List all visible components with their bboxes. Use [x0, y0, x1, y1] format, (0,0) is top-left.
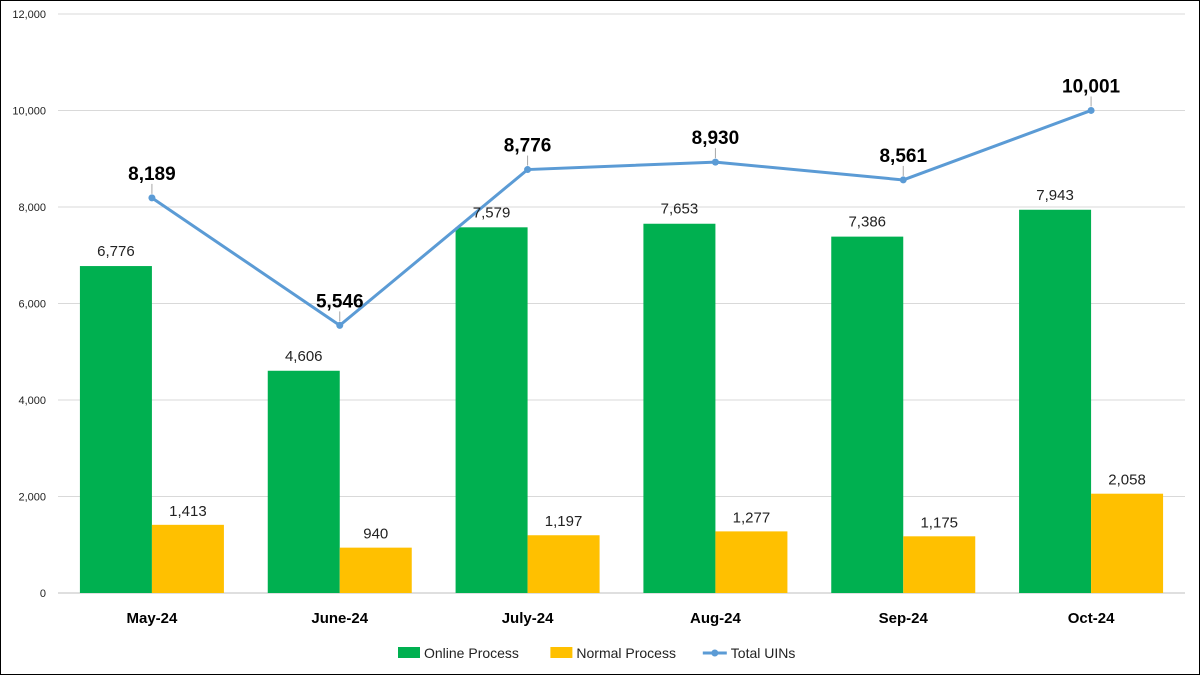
- y-axis: 0 2,000 4,000 6,000 8,000 10,000 12,000: [12, 9, 46, 600]
- bar-label-normal: 940: [363, 526, 388, 543]
- bar-label-online: 7,579: [473, 204, 511, 221]
- bar-label-online: 7,386: [848, 214, 886, 231]
- x-tick-label: Oct-24: [1068, 610, 1115, 627]
- bar-normal-process: [339, 547, 412, 593]
- y-tick-label: 4,000: [18, 395, 46, 407]
- data-labels: 6,776 1,413 4,606 940 7,579 1,197 7,653 1,277 7,…: [97, 76, 1146, 542]
- line-total-uins: [151, 109, 1092, 328]
- total-label: 8,930: [692, 128, 740, 149]
- bar-label-online: 6,776: [97, 243, 135, 260]
- legend-marker: [711, 649, 719, 657]
- y-tick-label: 6,000: [18, 299, 46, 311]
- bar-online-process: [455, 227, 528, 594]
- bar-normal-process: [1091, 493, 1164, 593]
- point-total-uins: [899, 176, 907, 184]
- bar-online-process: [79, 266, 152, 593]
- bar-online-process: [643, 223, 716, 594]
- bar-label-online: 7,653: [661, 201, 699, 218]
- bar-normal-process: [151, 524, 224, 593]
- point-total-uins: [1087, 106, 1095, 114]
- total-label: 5,546: [316, 291, 364, 312]
- point-total-uins: [148, 194, 156, 202]
- bar-label-normal: 1,175: [920, 514, 958, 531]
- legend-label: Online Process: [424, 645, 519, 661]
- x-tick-label: Sep-24: [879, 610, 929, 627]
- y-tick-label: 10,000: [12, 106, 46, 118]
- bar-label-normal: 2,058: [1108, 472, 1146, 489]
- bar-label-online: 4,606: [285, 348, 323, 365]
- point-total-uins: [711, 158, 719, 166]
- gridlines: [58, 13, 1185, 594]
- bar-online-process: [1019, 209, 1092, 593]
- legend-label: Normal Process: [576, 645, 676, 661]
- x-tick-label: June-24: [311, 610, 368, 627]
- bar-online-process: [831, 236, 904, 594]
- point-total-uins: [336, 321, 344, 329]
- y-tick-label: 0: [40, 588, 46, 600]
- total-label: 8,776: [504, 136, 552, 157]
- bar-normal-process: [903, 536, 976, 593]
- bar-normal-process: [715, 531, 788, 593]
- bar-label-normal: 1,277: [733, 509, 771, 526]
- total-line: [148, 96, 1095, 329]
- y-tick-label: 2,000: [18, 492, 46, 504]
- bar-label-online: 7,943: [1036, 187, 1074, 204]
- x-tick-label: July-24: [502, 610, 554, 627]
- x-tick-label: May-24: [126, 610, 178, 627]
- bar-label-normal: 1,413: [169, 503, 207, 520]
- bar-label-normal: 1,197: [545, 513, 583, 530]
- total-label: 8,561: [879, 146, 927, 167]
- legend-swatch: [398, 647, 420, 658]
- bars: [79, 209, 1164, 594]
- legend: Online Process Normal Process Total UINs: [398, 645, 795, 661]
- y-tick-label: 8,000: [18, 202, 46, 214]
- legend-swatch: [550, 647, 573, 658]
- x-tick-label: Aug-24: [690, 610, 741, 627]
- total-label: 8,189: [128, 164, 176, 185]
- legend-label: Total UINs: [731, 645, 796, 661]
- total-label: 10,001: [1062, 76, 1121, 97]
- point-total-uins: [524, 166, 532, 174]
- bar-online-process: [267, 370, 340, 593]
- bar-normal-process: [527, 535, 600, 593]
- y-tick-label: 12,000: [12, 9, 46, 21]
- x-axis: May-24 June-24 July-24 Aug-24 Sep-24 Oct-24: [126, 610, 1115, 627]
